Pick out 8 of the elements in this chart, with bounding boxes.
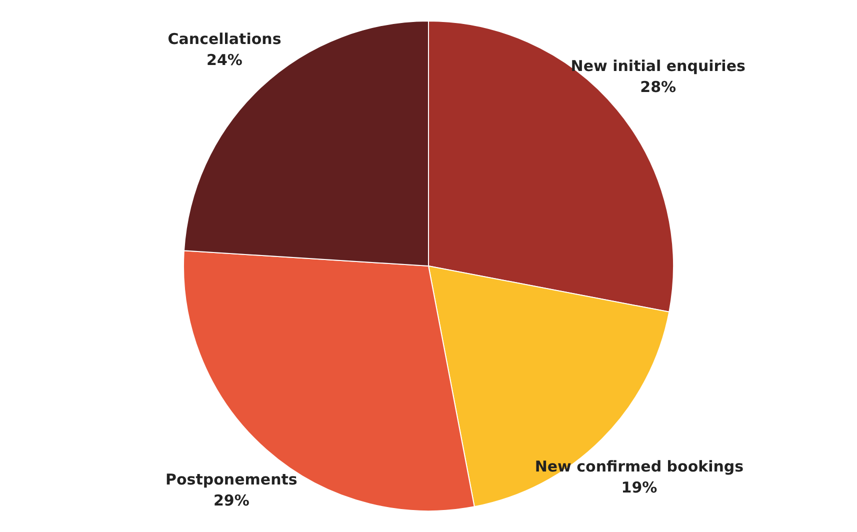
slice-label: New confirmed bookings [534, 458, 744, 476]
slice-label: Postponements [165, 470, 298, 489]
data-label: 24% [206, 50, 242, 69]
data-label: 19% [621, 478, 658, 497]
slice-label: Cancellations [168, 30, 282, 48]
data-label: 28% [640, 78, 676, 96]
data-label: 29% [213, 492, 250, 510]
slice-label: New initial enquiries [570, 57, 746, 76]
